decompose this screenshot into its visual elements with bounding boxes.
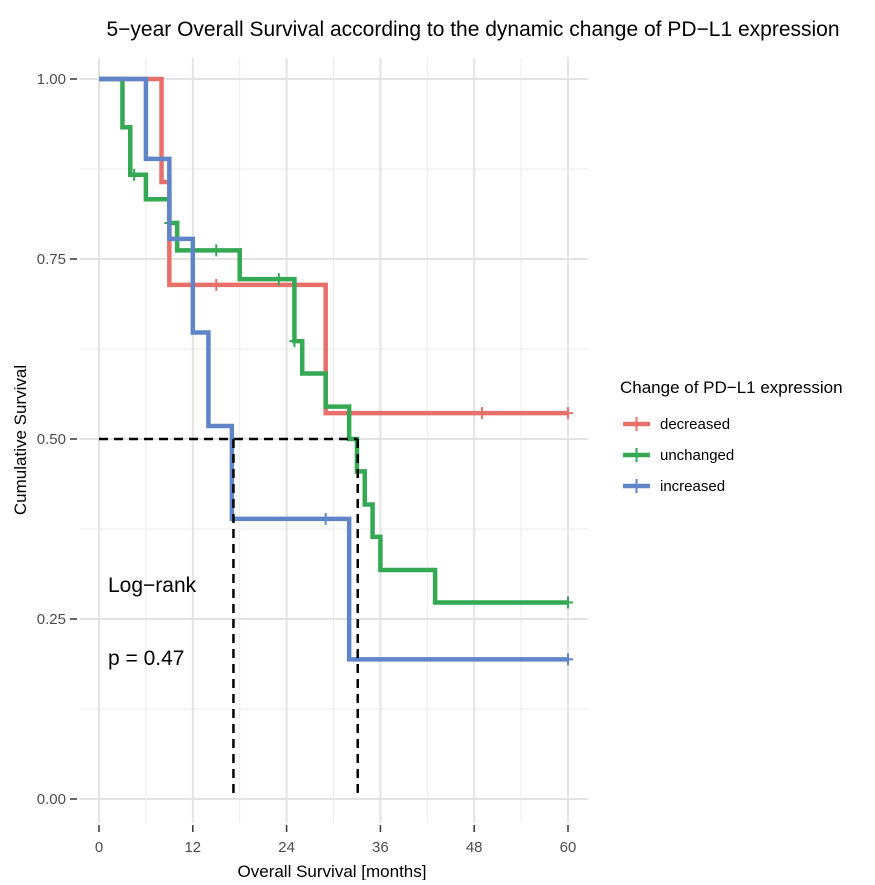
legend-label-unchanged: unchanged [660, 447, 734, 464]
axis-layer: 0 12 24 36 48 60 0.00 0.25 0.50 0.75 1.00 [37, 71, 577, 856]
x-axis-label: Overall Survival [months] [238, 862, 427, 880]
log-rank-label: Log−rank [108, 574, 197, 597]
y-tick-label: 0.25 [37, 611, 66, 628]
x-tick-label: 0 [95, 839, 103, 856]
y-axis-label: Cumulative Survival [11, 365, 30, 515]
legend-items: decreased unchanged increased [623, 416, 734, 495]
x-tick-label: 36 [372, 839, 389, 856]
legend-item-unchanged: unchanged [623, 447, 734, 464]
legend-label-decreased: decreased [660, 416, 730, 433]
legend: Change of PD−L1 expression decreased unch… [620, 378, 843, 495]
y-tick-label: 0.00 [37, 791, 66, 808]
legend-item-decreased: decreased [623, 416, 730, 433]
p-value-label: p = 0.47 [108, 647, 184, 670]
legend-item-increased: increased [623, 478, 725, 495]
x-tick-label: 48 [466, 839, 483, 856]
series-layer [99, 76, 573, 666]
survival-curve-unchanged [99, 76, 568, 605]
legend-label-increased: increased [660, 478, 725, 495]
x-tick-label: 60 [560, 839, 577, 856]
y-tick-label: 0.50 [37, 431, 66, 448]
x-tick-label: 12 [184, 839, 201, 856]
series-increased [99, 76, 573, 666]
y-tick-label: 1.00 [37, 71, 66, 88]
median-lines [99, 437, 359, 799]
chart-title: 5−year Overall Survival according to the… [106, 18, 839, 41]
x-tick-label: 24 [278, 839, 295, 856]
grid-layer [80, 58, 588, 823]
y-tick-label: 0.75 [37, 251, 66, 268]
legend-title: Change of PD−L1 expression [620, 378, 843, 397]
